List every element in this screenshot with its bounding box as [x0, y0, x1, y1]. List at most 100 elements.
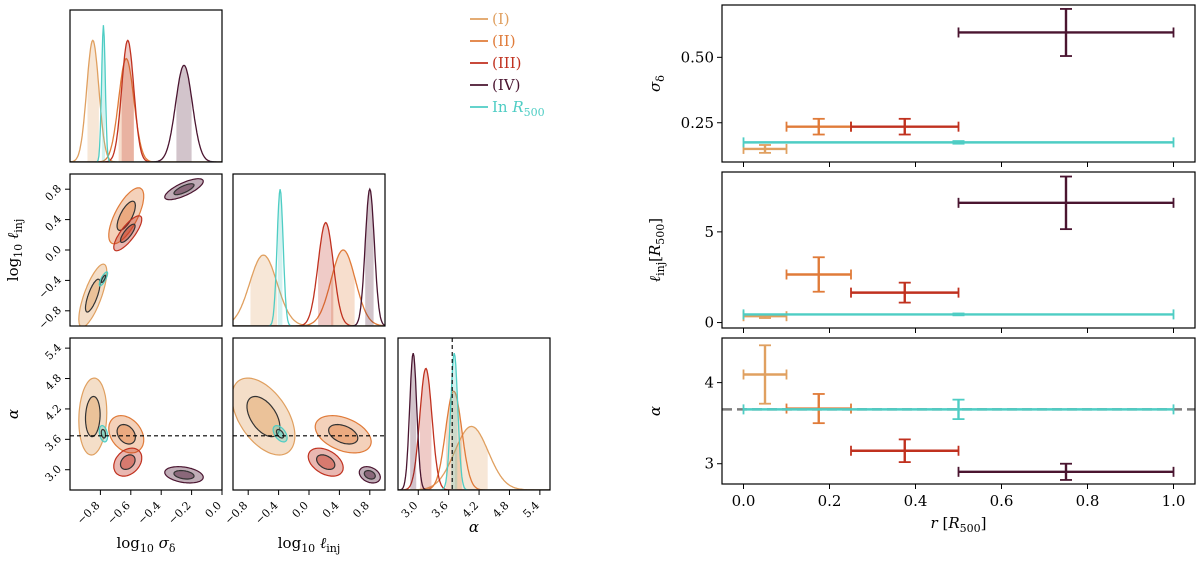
- y-tick-label: 5: [704, 223, 714, 241]
- y-tick-label: 5.4: [43, 341, 65, 363]
- errorbar-I: [742, 311, 788, 322]
- marginal-curve: [398, 367, 550, 490]
- contour-inner: [246, 395, 281, 438]
- contour-outer: [358, 465, 381, 484]
- contour-inner: [173, 183, 195, 196]
- errorbar-IV: [957, 175, 1175, 231]
- errorbar-I: [742, 344, 788, 405]
- contour-R500-sigma-alpha: [98, 425, 109, 443]
- marginal-R500-ell: [233, 189, 385, 326]
- x-tick-label: 0.4: [320, 499, 342, 521]
- marginal-band: [250, 255, 278, 326]
- y-tick-label: 4.2: [43, 402, 65, 424]
- contour-outer: [164, 465, 204, 484]
- marginal-curve: [398, 353, 550, 490]
- x-tick-label: 4.8: [490, 499, 512, 521]
- x-tick-label: −0.4: [253, 499, 281, 527]
- profile-panel-2: 3 4 α: [646, 337, 1196, 489]
- x-tick-label: 0.8: [1076, 492, 1100, 510]
- x-tick-label: −0.8: [74, 499, 102, 527]
- errorbar-R500: [742, 309, 1175, 320]
- contour-III-sigma-alpha: [113, 447, 143, 477]
- marginal-band: [121, 40, 134, 162]
- contour-inner: [116, 423, 137, 445]
- marginal-band: [87, 40, 99, 162]
- x-tick-label: 3.0: [399, 499, 421, 521]
- errorbar-III: [850, 281, 960, 304]
- errorbar-R500: [742, 137, 1175, 148]
- y-tick-label: 0.50: [681, 48, 714, 66]
- panel-frame: [721, 4, 1196, 163]
- errorbar-II: [785, 256, 852, 293]
- marginal-IV-ell: [233, 187, 385, 326]
- marginal-curve: [70, 39, 222, 162]
- errorbar-III: [850, 438, 960, 464]
- x-tick-label: 0.8: [350, 499, 372, 521]
- contour-I-ell-alpha: [233, 377, 296, 456]
- legend-label-III: (III): [492, 54, 521, 72]
- x-tick-label: 0.4: [904, 492, 928, 510]
- x-tick-label: −0.4: [135, 499, 163, 527]
- contour-inner: [100, 274, 107, 284]
- x-tick-label: 0.0: [290, 499, 312, 521]
- panel-frame: [397, 337, 551, 491]
- contour-outer: [108, 414, 145, 454]
- contour-inner: [84, 395, 101, 438]
- profile-panel-0: 0.25 0.50 σδ: [646, 4, 1196, 167]
- contour-outer: [307, 447, 344, 477]
- contour-inner: [173, 469, 195, 480]
- marginal-III-ell: [233, 221, 385, 326]
- errorbar-R500: [742, 398, 1175, 421]
- x-tick-label: 5.4: [520, 499, 542, 521]
- x-tick-label: 0.0: [203, 499, 225, 521]
- panel-frame: [721, 337, 1196, 485]
- x-tick-label: −0.8: [222, 499, 250, 527]
- y-tick-label: 3.6: [43, 432, 65, 454]
- panel-frame: [232, 173, 386, 327]
- marginal-III-alpha: [398, 367, 550, 490]
- x-axis-label-alpha: α: [469, 518, 479, 536]
- contour-R500-sigma-ell: [98, 271, 109, 287]
- legend: (I) (II) (III) (IV) In R500: [470, 10, 545, 119]
- y-tick-label: 4: [704, 374, 714, 392]
- marginal-band: [420, 368, 432, 490]
- y-tick-label: −0.8: [36, 304, 64, 332]
- profile-panel-1: 0 5 ℓinj[R500]: [646, 171, 1196, 333]
- x-axis-label-ell: log10 ℓinj: [278, 534, 340, 555]
- x-tick-label: 0.6: [990, 492, 1014, 510]
- x-tick-label: 0.2: [818, 492, 842, 510]
- panel-frame: [69, 9, 223, 163]
- marginal-IV-sigma: [70, 64, 222, 162]
- errorbar-IV: [957, 462, 1175, 481]
- errorbar-III: [850, 117, 960, 136]
- x-tick-label: 3.6: [429, 499, 451, 521]
- y-tick-label: 0.25: [681, 114, 714, 132]
- contour-IV-sigma-alpha: [164, 465, 204, 484]
- contour-R500-ell-alpha: [272, 425, 288, 443]
- y-tick-label: 0.8: [43, 182, 65, 204]
- legend-label-I: (I): [492, 10, 510, 28]
- contour-inner: [363, 469, 376, 480]
- contour-III-sigma-ell: [113, 215, 143, 252]
- x-tick-label: −0.6: [105, 499, 133, 527]
- contour-outer: [113, 447, 143, 477]
- y-tick-label: 4.8: [43, 371, 65, 393]
- contour-inner: [119, 223, 136, 243]
- marginal-band: [176, 65, 192, 162]
- marginal-IV-alpha: [398, 353, 550, 490]
- contour-inner: [316, 454, 336, 470]
- x-tick-label: 0.0: [732, 492, 756, 510]
- corner-plot: −0.8−0.40.00.40.8−0.8 −0.6 −0.4 −0.2 0.03.03…: [4, 9, 551, 555]
- y-axis-label-0: σδ: [646, 75, 667, 92]
- marginal-curve: [233, 221, 385, 326]
- contour-inner: [119, 454, 136, 470]
- marginal-R500-sigma: [70, 25, 222, 162]
- marginal-band: [318, 222, 334, 326]
- contour-III-ell-alpha: [307, 447, 344, 477]
- marginal-curve: [233, 249, 385, 326]
- legend-label-II: (II): [492, 32, 516, 50]
- marginal-band: [331, 250, 355, 326]
- marginal-II-ell: [233, 249, 385, 326]
- y-tick-label: 3: [704, 455, 714, 473]
